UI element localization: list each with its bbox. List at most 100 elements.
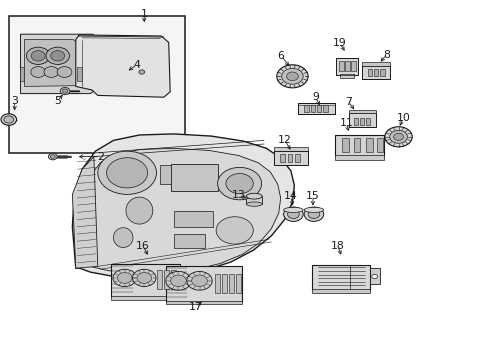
Circle shape <box>98 151 156 194</box>
Circle shape <box>132 269 156 287</box>
Bar <box>373 69 378 76</box>
Text: 15: 15 <box>305 191 319 201</box>
Polygon shape <box>76 35 170 97</box>
Bar <box>361 66 389 79</box>
Circle shape <box>51 51 64 61</box>
Text: 18: 18 <box>330 240 344 251</box>
Circle shape <box>48 153 57 160</box>
Circle shape <box>307 210 319 219</box>
Bar <box>367 69 371 76</box>
Circle shape <box>117 273 132 283</box>
Bar <box>166 301 242 304</box>
Circle shape <box>44 67 59 77</box>
Circle shape <box>216 217 253 244</box>
Circle shape <box>57 67 72 77</box>
Ellipse shape <box>304 207 323 212</box>
Text: 10: 10 <box>396 113 409 123</box>
Circle shape <box>287 210 299 219</box>
Circle shape <box>46 47 69 64</box>
Circle shape <box>281 68 303 84</box>
Circle shape <box>170 275 186 287</box>
Text: 4: 4 <box>133 60 140 70</box>
Text: 14: 14 <box>284 191 297 201</box>
Circle shape <box>165 271 191 290</box>
Circle shape <box>31 67 45 77</box>
Bar <box>342 138 348 152</box>
Bar <box>287 154 292 162</box>
Polygon shape <box>72 157 98 268</box>
Text: 6: 6 <box>277 51 284 61</box>
Circle shape <box>50 155 55 158</box>
Text: 9: 9 <box>311 92 318 102</box>
Bar <box>298 103 335 114</box>
Polygon shape <box>20 34 98 94</box>
Bar <box>310 105 314 112</box>
Bar <box>304 105 308 112</box>
Ellipse shape <box>113 228 133 248</box>
Bar <box>9 16 184 153</box>
Text: 3: 3 <box>11 96 18 106</box>
Circle shape <box>186 271 212 290</box>
Ellipse shape <box>246 193 262 199</box>
Bar <box>280 154 285 162</box>
Circle shape <box>26 47 50 64</box>
Bar <box>157 270 162 289</box>
Bar <box>340 74 353 78</box>
Circle shape <box>276 65 307 88</box>
Bar <box>222 274 226 293</box>
Bar <box>311 289 369 293</box>
Text: 2: 2 <box>97 152 103 162</box>
Bar <box>164 270 169 289</box>
Circle shape <box>106 158 147 188</box>
Circle shape <box>191 275 207 287</box>
Bar <box>171 164 217 191</box>
Circle shape <box>393 133 403 140</box>
Bar <box>20 67 24 81</box>
Bar <box>365 138 372 152</box>
Circle shape <box>62 89 68 93</box>
Bar <box>353 138 360 152</box>
Text: 7: 7 <box>344 96 351 107</box>
Circle shape <box>384 127 411 147</box>
Circle shape <box>286 72 298 81</box>
Bar <box>171 270 176 289</box>
Text: 13: 13 <box>231 190 245 200</box>
Bar <box>369 268 380 284</box>
Bar <box>361 62 389 66</box>
Bar <box>350 61 355 71</box>
Circle shape <box>113 269 136 287</box>
Circle shape <box>137 273 151 283</box>
Bar <box>166 266 242 302</box>
Text: 19: 19 <box>332 38 346 48</box>
Text: 1: 1 <box>141 9 147 19</box>
Circle shape <box>217 167 261 200</box>
Polygon shape <box>72 134 294 278</box>
Circle shape <box>31 51 45 61</box>
Circle shape <box>371 274 377 279</box>
Bar <box>173 234 205 248</box>
Bar <box>215 274 220 293</box>
Circle shape <box>60 87 70 95</box>
Bar <box>345 61 349 71</box>
Bar <box>348 110 375 113</box>
Polygon shape <box>24 40 78 86</box>
Ellipse shape <box>246 202 262 206</box>
Bar <box>311 265 369 290</box>
Bar <box>316 105 321 112</box>
Bar <box>294 154 299 162</box>
Bar <box>335 155 384 160</box>
Bar <box>339 61 343 71</box>
Bar <box>246 196 262 204</box>
Circle shape <box>389 130 407 143</box>
Bar <box>336 58 357 75</box>
Bar <box>160 165 180 184</box>
Bar <box>335 135 384 156</box>
Bar <box>323 105 327 112</box>
Text: 11: 11 <box>339 118 352 128</box>
Bar <box>298 103 335 114</box>
Bar <box>380 69 384 76</box>
Text: 12: 12 <box>278 135 291 145</box>
Bar <box>365 118 369 125</box>
Bar <box>228 274 233 293</box>
Circle shape <box>4 116 14 123</box>
